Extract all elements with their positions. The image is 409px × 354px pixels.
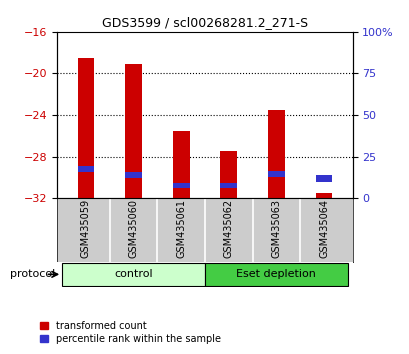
Text: GSM435060: GSM435060 (128, 199, 138, 258)
Bar (315, 175, 332, 182)
Bar (173, 183, 189, 188)
Bar (204, 263, 347, 285)
Text: GSM435064: GSM435064 (318, 199, 328, 258)
Bar (77, 166, 94, 172)
Text: GSM435062: GSM435062 (223, 199, 233, 258)
Bar (315, 193, 332, 198)
Text: GSM435061: GSM435061 (176, 199, 186, 258)
Text: GSM435059: GSM435059 (81, 199, 91, 258)
Text: control: control (114, 269, 153, 279)
Bar (62, 263, 204, 285)
Bar (267, 110, 284, 198)
Bar (173, 131, 189, 198)
Bar (220, 152, 236, 198)
Text: protocol: protocol (10, 269, 55, 279)
Bar (267, 171, 284, 177)
Title: GDS3599 / scl00268281.2_271-S: GDS3599 / scl00268281.2_271-S (102, 16, 307, 29)
Text: Eset depletion: Eset depletion (236, 269, 316, 279)
Bar (125, 64, 142, 198)
Bar (77, 58, 94, 198)
Text: GSM435063: GSM435063 (271, 199, 281, 258)
Bar (220, 183, 236, 188)
Legend: transformed count, percentile rank within the sample: transformed count, percentile rank withi… (38, 319, 222, 346)
Bar (125, 172, 142, 178)
